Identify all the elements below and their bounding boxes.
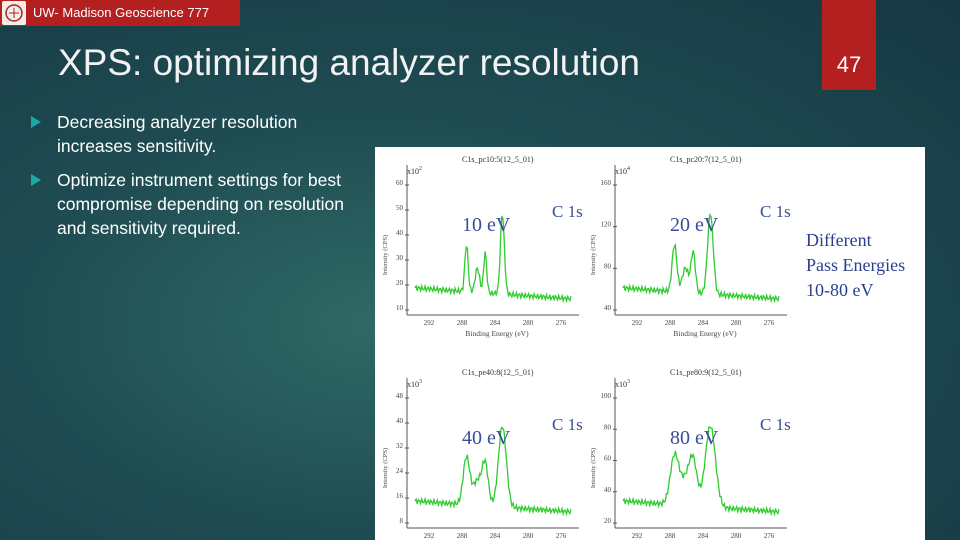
caption-line: 10-80 eV [806, 280, 873, 300]
scale-base: x10 [407, 380, 419, 389]
scale-exponent: 3 [627, 379, 630, 385]
y-axis-label: Intensity (CPS) [382, 235, 389, 275]
y-tick-label: 20 [396, 279, 404, 287]
bullet-text: Optimize instrument settings for best co… [57, 170, 344, 238]
x-tick-label: 284 [698, 532, 709, 540]
y-tick-label: 10 [396, 304, 404, 312]
y-tick-label: 80 [604, 423, 612, 431]
x-tick-label: 292 [424, 319, 435, 327]
y-tick-label: 60 [604, 455, 612, 463]
x-tick-label: 280 [523, 319, 534, 327]
peak-label: C 1s [552, 202, 583, 221]
y-tick-label: 120 [601, 221, 612, 229]
bullet-arrow [31, 174, 41, 186]
x-tick-label: 284 [490, 532, 501, 540]
bullet-list: Decreasing analyzer resolution increases… [30, 110, 370, 250]
y-axis-label: Intensity (CPS) [382, 448, 389, 488]
scale-exponent: 3 [419, 379, 422, 385]
x-tick-label: 276 [764, 319, 775, 327]
bullet: Decreasing analyzer resolution increases… [30, 110, 370, 158]
panel-file: C1s_pe40:8(12_5_01) [462, 368, 534, 377]
x-tick-label: 276 [764, 532, 775, 540]
y-axis-label: Intensity (CPS) [590, 448, 597, 488]
peak-label: C 1s [552, 415, 583, 434]
panel-file: C1s_pe80:9(12_5_01) [670, 368, 742, 377]
x-tick-label: 284 [490, 319, 501, 327]
y-tick-label: 50 [396, 204, 404, 212]
y-tick-label: 24 [396, 467, 404, 475]
x-tick-label: 292 [424, 532, 435, 540]
caption-line: Pass Energies [806, 255, 905, 275]
panel-file: C1s_pc20:7(12_5_01) [670, 155, 742, 164]
course-label: UW- Madison Geoscience 777 [33, 5, 210, 20]
y-tick-label: 16 [396, 492, 404, 500]
pass-energy: 20 eV [670, 214, 719, 236]
x-tick-label: 288 [457, 532, 468, 540]
panel-scale: x103 [615, 379, 630, 389]
bullet: Optimize instrument settings for best co… [30, 168, 370, 240]
y-tick-label: 48 [396, 392, 404, 400]
peak-label: C 1s [760, 202, 791, 221]
y-tick-label: 40 [396, 417, 404, 425]
x-tick-label: 280 [731, 319, 742, 327]
y-tick-label: 20 [604, 517, 612, 525]
y-tick-label: 160 [601, 179, 612, 187]
y-tick-label: 60 [396, 179, 404, 187]
y-tick-label: 40 [396, 229, 404, 237]
x-tick-label: 276 [556, 532, 567, 540]
panel-file: C1s_pc10:5(12_5_01) [462, 155, 534, 164]
spectrum [414, 426, 572, 517]
slide-number: 47 [822, 0, 876, 90]
spectrum [622, 426, 780, 517]
panel-scale: x103 [407, 379, 422, 389]
scale-exponent: 4 [627, 166, 630, 172]
scale-base: x10 [615, 380, 627, 389]
panel-scale: x102 [407, 166, 422, 176]
logo [2, 1, 26, 25]
peak-label: C 1s [760, 415, 791, 434]
spectrum [622, 213, 780, 304]
y-axis-label: Intensity (CPS) [590, 235, 597, 275]
y-tick-label: 80 [604, 262, 612, 270]
x-axis-label: Binding Energy (eV) [465, 329, 529, 338]
y-tick-label: 40 [604, 304, 612, 312]
spectrum [414, 215, 572, 304]
caption-line: Different [806, 230, 872, 250]
slide-title: XPS: optimizing analyzer resolution [58, 42, 641, 83]
scale-base: x10 [615, 167, 627, 176]
xps-figure: C1s_pc10:5(12_5_01)x102605040302010Inten… [375, 147, 925, 540]
y-tick-label: 30 [396, 254, 404, 262]
scale-exponent: 2 [419, 166, 422, 172]
scale-base: x10 [407, 167, 419, 176]
x-tick-label: 280 [731, 532, 742, 540]
x-tick-label: 292 [632, 532, 643, 540]
pass-energy: 10 eV [462, 214, 511, 236]
panel-scale: x104 [615, 166, 630, 176]
x-tick-label: 288 [457, 319, 468, 327]
pass-energy: 80 eV [670, 427, 719, 449]
top-bar: UW- Madison Geoscience 777 [0, 0, 240, 26]
bullet-arrow [31, 116, 41, 128]
pass-energy: 40 eV [462, 427, 511, 449]
x-tick-label: 284 [698, 319, 709, 327]
x-tick-label: 292 [632, 319, 643, 327]
y-tick-label: 40 [604, 486, 612, 494]
y-tick-label: 8 [400, 517, 404, 525]
x-tick-label: 288 [665, 532, 676, 540]
bullet-text: Decreasing analyzer resolution increases… [57, 112, 298, 156]
x-tick-label: 280 [523, 532, 534, 540]
x-tick-label: 288 [665, 319, 676, 327]
x-tick-label: 276 [556, 319, 567, 327]
y-tick-label: 32 [396, 442, 404, 450]
y-tick-label: 100 [601, 392, 612, 400]
x-axis-label: Binding Energy (eV) [673, 329, 737, 338]
